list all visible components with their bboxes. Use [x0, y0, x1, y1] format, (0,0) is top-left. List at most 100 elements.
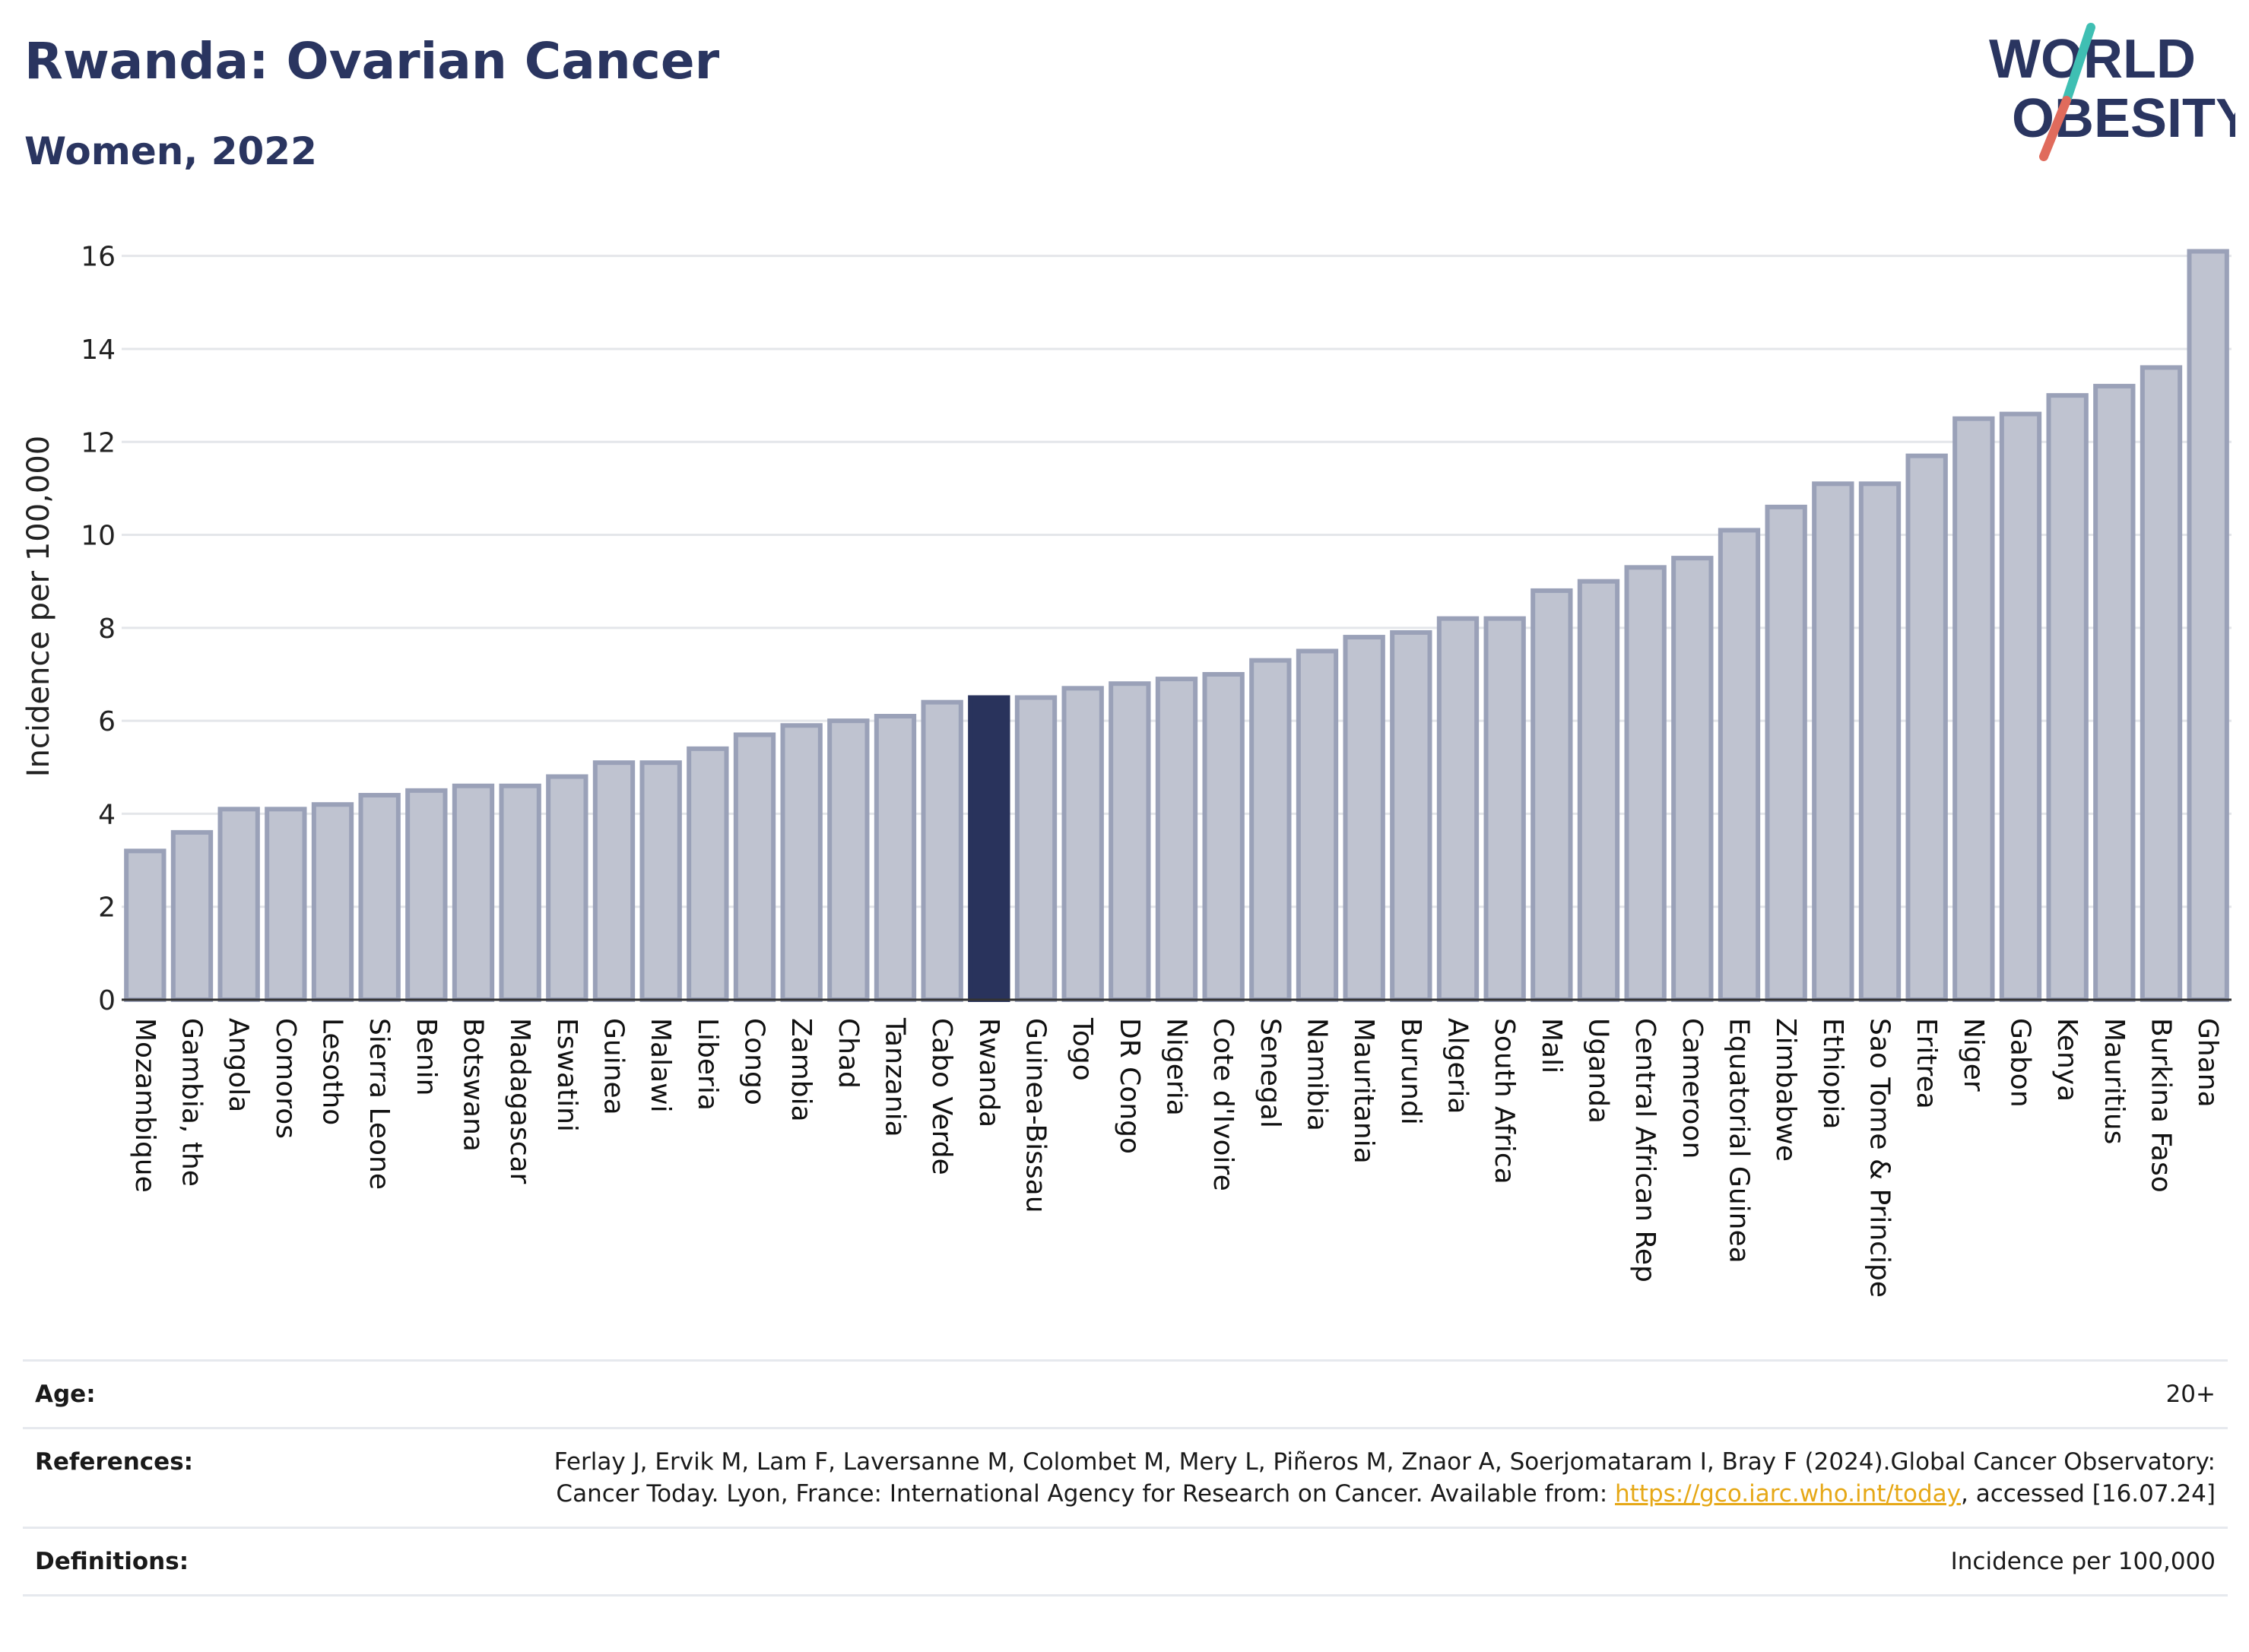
logo-slash-coral — [2039, 96, 2071, 161]
info-row-definitions: Definitions: Incidence per 100,000 — [23, 1527, 2228, 1597]
bar — [499, 783, 541, 1003]
x-tick-label: Botswana — [458, 1018, 489, 1152]
bar — [1155, 677, 1198, 1002]
bar — [1390, 629, 1432, 1002]
y-tick-label: 2 — [98, 893, 116, 924]
x-tick-label: Equatorial Guinea — [1724, 1018, 1755, 1264]
x-tick-label: Madagascar — [504, 1018, 535, 1184]
x-tick-label: Uganda — [1583, 1018, 1614, 1124]
x-tick-label: Burkina Faso — [2146, 1018, 2177, 1193]
x-tick-label: Eritrea — [1911, 1018, 1942, 1109]
x-tick-label: Lesotho — [317, 1018, 348, 1125]
references-value: Ferlay J, Ervik M, Lam F, Laversanne M, … — [467, 1446, 2216, 1510]
x-tick-label: South Africa — [1489, 1018, 1520, 1184]
references-link[interactable]: https://gco.iarc.who.int/today — [1615, 1480, 1961, 1508]
bar — [405, 788, 448, 1002]
bar — [1905, 453, 1948, 1002]
bar — [217, 807, 260, 1003]
bar — [968, 695, 1010, 1002]
bar — [1249, 658, 1292, 1002]
y-tick-label: 6 — [98, 706, 116, 737]
bar — [1483, 616, 1526, 1002]
bar — [1014, 695, 1058, 1002]
x-tick-label: Central African Rep — [1629, 1018, 1661, 1283]
x-tick-label: Algeria — [1442, 1018, 1473, 1115]
x-tick-label: Senegal — [1255, 1018, 1286, 1128]
bar — [1577, 579, 1620, 1002]
x-tick-label: Eswatini — [551, 1018, 582, 1132]
bar — [921, 699, 963, 1002]
logo-text-world: WORLD — [1989, 29, 2196, 90]
bars — [124, 249, 2229, 1003]
bar — [1765, 504, 1807, 1002]
definitions-value: Incidence per 100,000 — [1950, 1548, 2216, 1575]
bar — [592, 760, 636, 1002]
x-tick-label: Mauritania — [1348, 1018, 1379, 1164]
definitions-label: Definitions: — [35, 1548, 189, 1575]
x-tick-label: Tanzania — [880, 1017, 911, 1137]
bar — [2093, 383, 2136, 1003]
references-text: Ferlay J, Ervik M, Lam F, Laversanne M, … — [554, 1448, 2216, 1508]
x-tick-label: Angola — [223, 1018, 254, 1112]
bar — [1202, 671, 1245, 1003]
bar — [1109, 681, 1151, 1002]
bar — [265, 807, 307, 1003]
bar — [1061, 686, 1104, 1002]
x-tick-label: Niger — [1958, 1018, 1989, 1092]
y-axis-title: Incidence per 100,000 — [21, 436, 56, 778]
x-tick-label: Togo — [1067, 1017, 1098, 1081]
info-row-references: References: Ferlay J, Ervik M, Lam F, La… — [23, 1427, 2228, 1527]
x-tick-label: Sierra Leone — [363, 1018, 395, 1190]
world-obesity-logo: WORLD OBESITY — [1989, 23, 2235, 161]
info-table: Age: 20+ References: Ferlay J, Ervik M, … — [23, 1359, 2228, 1597]
x-tick-label: Gabon — [2005, 1018, 2036, 1108]
y-tick-label: 10 — [81, 521, 116, 552]
x-tick-label: Guinea-Bissau — [1020, 1018, 1052, 1213]
bar — [124, 848, 167, 1003]
x-tick-label: Cameroon — [1676, 1018, 1708, 1159]
x-tick-label: Zimbabwe — [1770, 1018, 1801, 1162]
x-tick-label: Namibia — [1302, 1018, 1333, 1131]
x-tick-label: DR Congo — [1114, 1018, 1145, 1154]
chart-subtitle: Women, 2022 — [24, 129, 317, 173]
y-tick-label: 4 — [98, 799, 116, 830]
x-tick-label: Malawi — [645, 1018, 676, 1113]
bar — [1999, 411, 2042, 1002]
y-tick-label: 12 — [81, 427, 116, 458]
age-value: 20+ — [2165, 1381, 2216, 1408]
chart-title: Rwanda: Ovarian Cancer — [24, 32, 720, 90]
x-tick-label: Gambia, the — [176, 1018, 208, 1187]
bar — [1952, 416, 1995, 1002]
y-tick-label: 0 — [98, 985, 116, 1016]
bar — [1671, 556, 1714, 1002]
bar — [1296, 648, 1339, 1002]
x-tick-label: Cabo Verde — [926, 1018, 957, 1175]
bar — [452, 783, 495, 1003]
x-tick-label: Sao Tome & Principe — [1864, 1018, 1895, 1298]
x-tick-label: Benin — [411, 1018, 442, 1096]
bar — [311, 802, 354, 1002]
x-tick-label: Ghana — [2192, 1018, 2223, 1108]
bar — [687, 746, 729, 1002]
bar — [639, 760, 682, 1002]
bar — [2187, 249, 2229, 1003]
bar — [827, 718, 870, 1002]
bar — [358, 792, 401, 1002]
bar — [2046, 393, 2089, 1002]
logo-slash-teal — [2062, 23, 2095, 105]
bar-chart: 0 2 4 6 8 10 12 14 16 Mozambique Gambia, the Angol… — [21, 242, 2232, 1298]
x-tick-label: Burundi — [1395, 1018, 1426, 1125]
bar — [874, 714, 917, 1002]
y-tick-label: 8 — [98, 614, 116, 645]
bar — [733, 732, 776, 1002]
bar — [1436, 616, 1480, 1002]
bar — [1624, 565, 1667, 1002]
info-row-age: Age: 20+ — [23, 1359, 2228, 1427]
x-tick-label: Rwanda — [973, 1018, 1004, 1127]
y-tick-label: 16 — [81, 242, 116, 273]
bar — [1718, 528, 1761, 1002]
bar — [1531, 588, 1573, 1002]
references-label: References: — [35, 1448, 194, 1476]
x-tick-label: Mali — [1536, 1018, 1567, 1073]
bar — [546, 774, 588, 1003]
